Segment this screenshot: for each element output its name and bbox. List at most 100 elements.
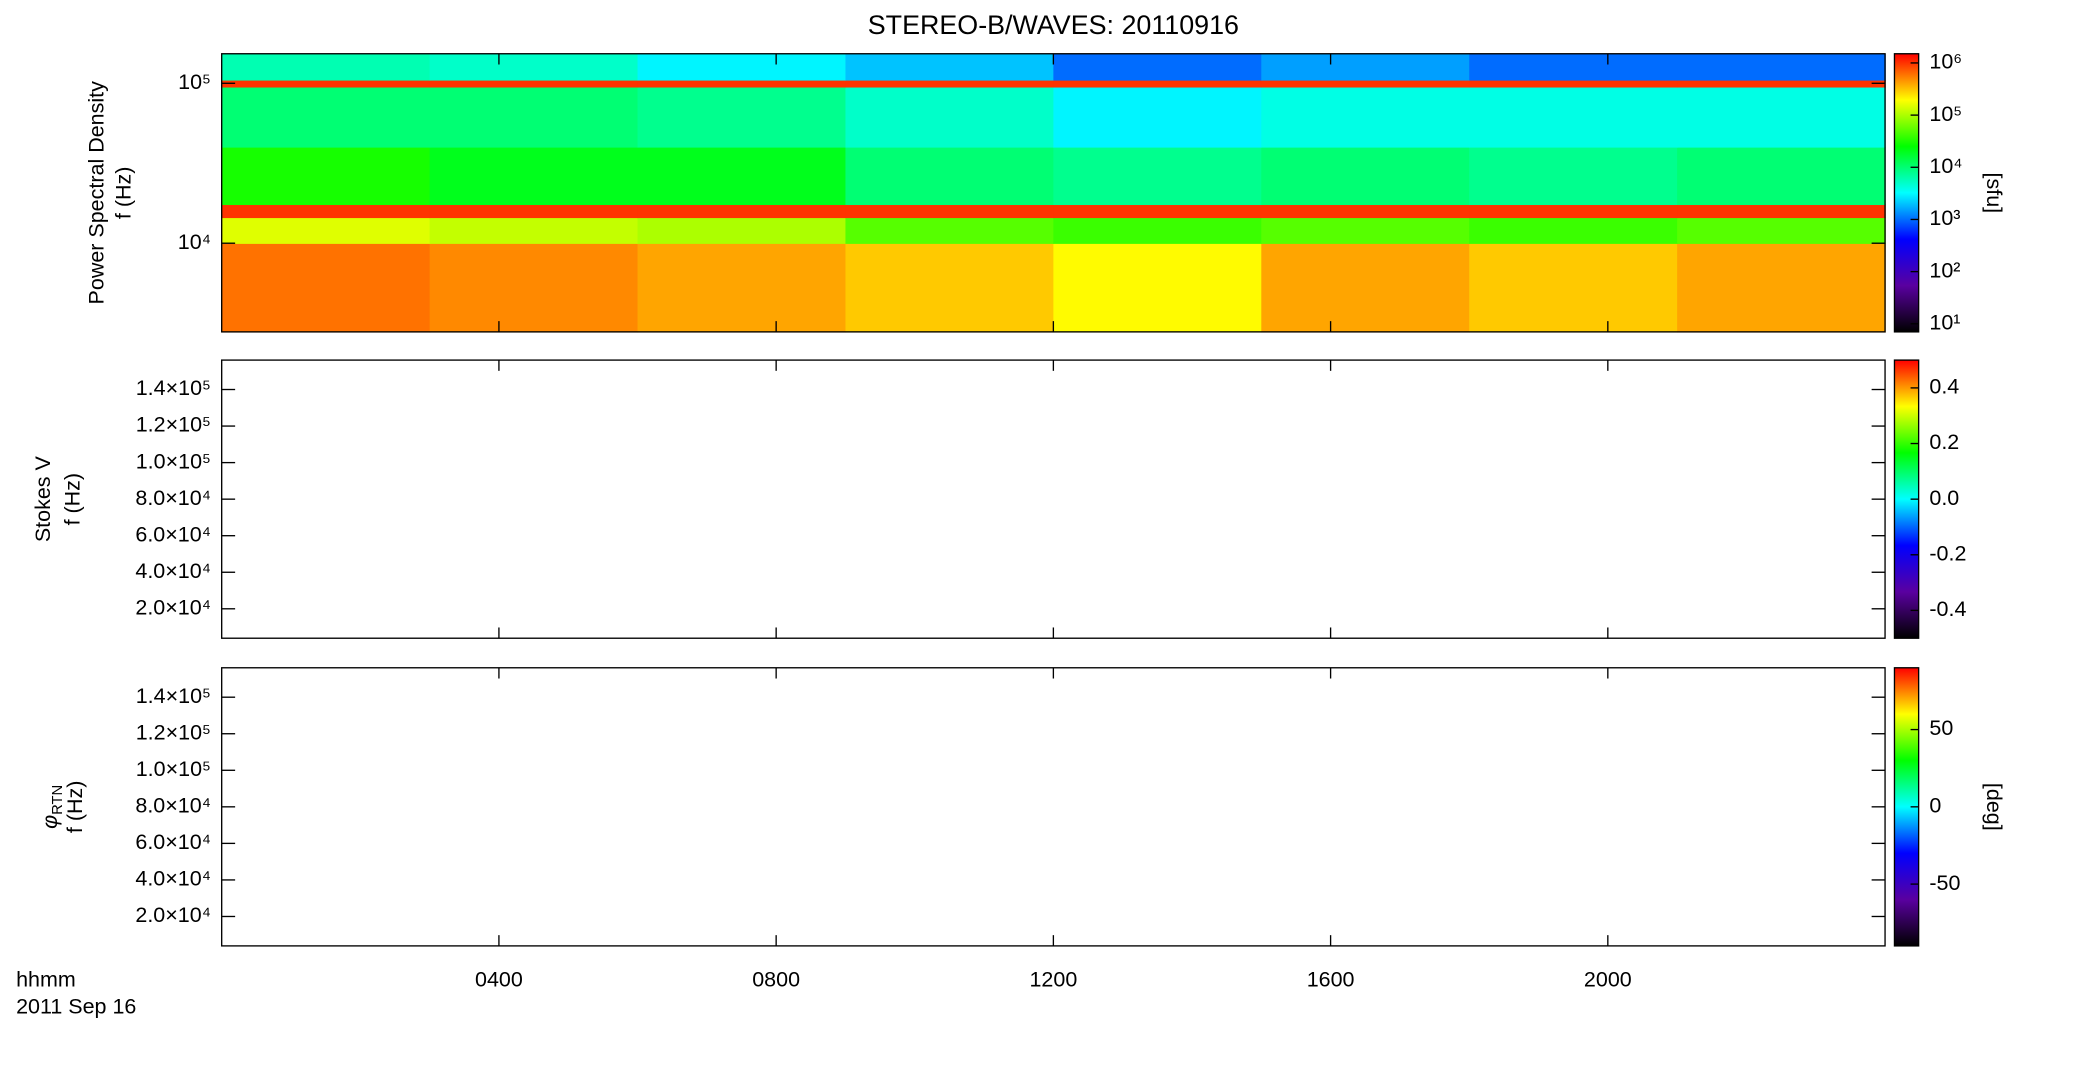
heatmap-cell [221, 79, 431, 88]
heatmap-cell [637, 243, 847, 333]
heatmap-cell [1469, 217, 1678, 244]
heatmap-cell [221, 146, 431, 206]
heatmap-cell [845, 243, 1055, 333]
heatmap-cell [1261, 86, 1470, 148]
colorbar-tick-label: 10⁴ [1929, 154, 1962, 178]
y-axis-label-symbol: φ [38, 815, 62, 829]
y-tick-label: 2.0×10⁴ [135, 903, 211, 927]
heatmap-cell [1053, 217, 1262, 244]
heatmap-cell [1261, 243, 1470, 333]
colorbar-tick-label: 10⁵ [1929, 102, 1962, 126]
x-tick-label: 1600 [1307, 968, 1355, 992]
y-tick-label: 1.4×10⁵ [136, 376, 211, 400]
heatmap-cell [845, 86, 1055, 148]
heatmap-cell [637, 146, 847, 206]
heatmap-cell [1261, 79, 1470, 88]
y-tick-label: 4.0×10⁴ [135, 559, 211, 583]
heatmap-cell [221, 86, 431, 148]
x-tick-label: 0400 [475, 968, 523, 992]
colorbar-tick-label: -0.2 [1929, 541, 1966, 565]
y-tick-label: 8.0×10⁴ [135, 794, 211, 818]
heatmap-cell [637, 53, 847, 81]
y-tick-label: 1.0×10⁵ [136, 449, 211, 473]
heatmap-cell [429, 217, 639, 244]
y-tick-label: 1.2×10⁵ [136, 720, 211, 744]
colorbar-label: [sfu] [1982, 173, 2006, 214]
y-tick-label: 1.2×10⁵ [136, 413, 211, 437]
heatmap-cell [1677, 243, 1886, 333]
heatmap-cell [1677, 86, 1886, 148]
heatmap-cell [1677, 79, 1886, 88]
colorbar-tick-label: -50 [1929, 871, 1960, 895]
colorbar-tick-label: 10⁶ [1929, 50, 1962, 74]
y-tick-label: 6.0×10⁴ [135, 830, 211, 854]
y-axis-label: Stokes V [31, 455, 55, 542]
y-axis-label: f (Hz) [63, 781, 87, 834]
heatmap-cell [221, 217, 431, 244]
y-axis-label-subscript: RTN [50, 785, 66, 815]
heatmap-cell [1677, 204, 1886, 219]
colorbar-tick-label: 0.4 [1929, 375, 1959, 399]
colorbar-tick-label: 10³ [1929, 206, 1960, 230]
heatmap-cell [1677, 53, 1886, 81]
heatmap-cell [845, 53, 1055, 81]
heatmap-cell [221, 53, 431, 81]
y-tick-label: 4.0×10⁴ [135, 867, 211, 891]
x-axis-label: 2011 Sep 16 [16, 994, 136, 1018]
heatmap-cell [637, 86, 847, 148]
y-tick-label: 10⁴ [178, 230, 211, 254]
x-tick-label: 1200 [1029, 968, 1077, 992]
plot-frame [221, 359, 1886, 639]
heatmap-cell [1053, 79, 1262, 88]
y-tick-label: 8.0×10⁴ [135, 486, 211, 510]
heatmap-cell [1261, 146, 1470, 206]
y-axis-label: f (Hz) [61, 473, 85, 526]
colorbar-tick-label: 0.2 [1929, 430, 1959, 454]
heatmap-cell [1469, 79, 1678, 88]
heatmap-cell [637, 79, 847, 88]
heatmap-cell [429, 53, 639, 81]
heatmap-cell [845, 146, 1055, 206]
heatmap-cell [1261, 204, 1470, 219]
heatmap-cell [1677, 146, 1886, 206]
colorbar-tick-label: -0.4 [1929, 597, 1966, 621]
y-axis-label: f (Hz) [112, 167, 136, 220]
heatmap-cell [637, 217, 847, 244]
chart-title: STEREO-B/WAVES: 20110916 [868, 10, 1239, 40]
heatmap-cell [221, 204, 431, 219]
heatmap-cell [1261, 53, 1470, 81]
x-axis-label: hhmm [16, 968, 76, 992]
heatmap-cell [429, 243, 639, 333]
x-tick-label: 0800 [752, 968, 800, 992]
heatmap-cell [637, 204, 847, 219]
y-axis-label: φRTN [38, 785, 66, 829]
heatmap-cell [845, 79, 1055, 88]
y-tick-label: 1.0×10⁵ [136, 757, 211, 781]
heatmap-cell [221, 243, 431, 333]
heatmap-cell [1053, 53, 1262, 81]
y-tick-label: 2.0×10⁴ [135, 595, 211, 619]
colorbar-tick-label: 10² [1929, 258, 1960, 282]
heatmap-cell [429, 146, 639, 206]
y-tick-label: 1.4×10⁵ [136, 684, 211, 708]
heatmap-cell [1469, 53, 1678, 81]
colorbar [1893, 53, 1920, 333]
colorbar-tick-label: 0 [1929, 794, 1941, 818]
colorbar-label: [deg] [1982, 783, 2006, 831]
colorbar-tick-label: 10¹ [1929, 310, 1960, 334]
x-tick-label: 2000 [1584, 968, 1632, 992]
heatmap-cell [1469, 146, 1678, 206]
heatmap-cell [1053, 146, 1262, 206]
heatmap-cell [1469, 204, 1678, 219]
heatmap-cell [1053, 204, 1262, 219]
plot-frame [221, 667, 1886, 947]
y-tick-label: 6.0×10⁴ [135, 522, 211, 546]
heatmap-cell [429, 204, 639, 219]
heatmap-cell [1053, 86, 1262, 148]
heatmap-cell [1053, 243, 1262, 333]
heatmap-cell [1469, 86, 1678, 148]
y-tick-label: 10⁵ [178, 70, 211, 94]
heatmap-cell [429, 79, 639, 88]
